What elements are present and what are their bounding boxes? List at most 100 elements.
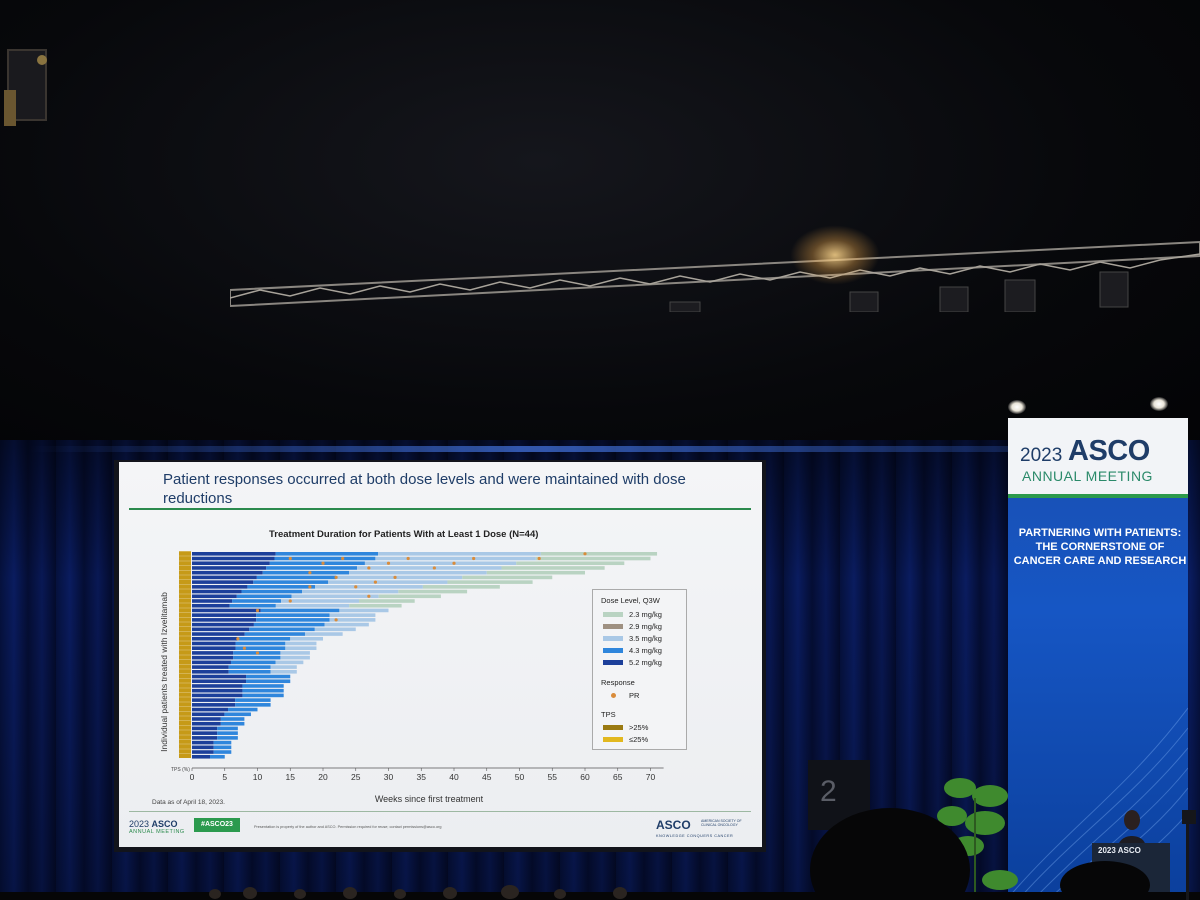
patient-bar-segment bbox=[213, 750, 232, 754]
banner-header bbox=[1008, 418, 1188, 494]
legend-label: 2.3 mg/kg bbox=[629, 610, 662, 619]
patient-bar-segment bbox=[192, 707, 229, 712]
patient-bar-segment bbox=[285, 641, 317, 646]
legend-item: 5.2 mg/kg bbox=[603, 658, 683, 667]
patient-bar-segment bbox=[270, 665, 297, 669]
pr-marker bbox=[367, 594, 371, 598]
legend-swatch bbox=[603, 612, 623, 617]
patient-bar-segment bbox=[192, 589, 242, 594]
patient-bar-segment bbox=[285, 646, 317, 650]
pr-marker bbox=[288, 556, 292, 561]
patient-bar-segment bbox=[230, 660, 276, 665]
patient-bar-segment bbox=[378, 594, 441, 599]
patient-bar-segment bbox=[242, 693, 284, 698]
podium-year: 2023 bbox=[1098, 846, 1116, 855]
footer-meeting: ANNUAL MEETING bbox=[129, 829, 185, 835]
patient-bar-segment bbox=[224, 712, 251, 717]
meeting-banner: 2023 ASCO ANNUAL MEETING PARTNERING WITH… bbox=[1008, 418, 1188, 900]
patient-bar-segment bbox=[256, 575, 337, 580]
patient-bar-segment bbox=[192, 636, 238, 641]
patient-bar-segment bbox=[246, 674, 291, 679]
pr-marker bbox=[321, 561, 325, 565]
patient-bar-segment bbox=[275, 603, 350, 608]
slide-title: Patient responses occurred at both dose … bbox=[163, 471, 686, 507]
patient-bar-segment bbox=[398, 589, 468, 594]
patient-bar-segment bbox=[375, 556, 536, 561]
patient-bar-segment bbox=[210, 754, 225, 759]
patient-bar-segment bbox=[364, 561, 517, 566]
patient-bar-segment bbox=[192, 608, 261, 613]
legend-dose-title: Dose Level, Q3W bbox=[601, 596, 660, 605]
patient-bar-segment bbox=[229, 603, 276, 608]
patient-bar-segment bbox=[256, 618, 330, 622]
x-tick-label: 60 bbox=[580, 772, 590, 782]
banner-asco-logo: ASCO bbox=[1068, 435, 1150, 467]
hashtag-badge: #ASCO23 bbox=[194, 818, 240, 832]
patient-bar-segment bbox=[357, 566, 502, 570]
x-tick-label: 0 bbox=[190, 772, 195, 782]
patient-bar-segment bbox=[192, 660, 231, 665]
patient-bar-segment bbox=[280, 655, 310, 660]
patient-bar-segment bbox=[232, 599, 282, 603]
legend-item: 3.5 mg/kg bbox=[603, 634, 683, 643]
patient-bar-segment bbox=[501, 566, 605, 570]
patient-bar-segment bbox=[192, 556, 275, 561]
legend-swatch bbox=[603, 636, 623, 641]
patient-bar-segment bbox=[247, 585, 316, 589]
legend-response-title: Response bbox=[601, 678, 635, 687]
patient-bar-segment bbox=[192, 552, 276, 556]
patient-bar-segment bbox=[192, 679, 247, 684]
hanging-light-rig bbox=[4, 49, 47, 126]
legend-item: 2.3 mg/kg bbox=[603, 610, 683, 619]
pr-marker bbox=[236, 637, 240, 641]
legend-label: 4.3 mg/kg bbox=[629, 646, 662, 655]
x-tick-label: 35 bbox=[417, 772, 427, 782]
patient-bar-segment bbox=[192, 632, 245, 636]
patient-bar-segment bbox=[192, 731, 218, 735]
legend-label: ≤25% bbox=[629, 735, 649, 744]
legend-label: PR bbox=[629, 691, 640, 700]
patient-bar-segment bbox=[253, 580, 329, 584]
pr-marker bbox=[367, 566, 371, 570]
patient-bar-segment bbox=[304, 632, 343, 636]
pr-marker bbox=[288, 599, 292, 603]
patient-bar-segment bbox=[236, 594, 292, 599]
x-tick-label: 65 bbox=[613, 772, 623, 782]
legend-tps-title: TPS bbox=[601, 710, 616, 719]
x-tick-label: 25 bbox=[351, 772, 361, 782]
patient-bar-segment bbox=[192, 665, 229, 669]
pr-marker-icon bbox=[611, 693, 616, 698]
patient-bar-segment bbox=[192, 603, 230, 608]
x-tick-label: 10 bbox=[253, 772, 263, 782]
legend-item: ≤25% bbox=[603, 735, 683, 744]
legend-item: 4.3 mg/kg bbox=[603, 646, 683, 655]
presentation-slide: Patient responses occurred at both dose … bbox=[119, 462, 762, 847]
legend-swatch bbox=[603, 725, 623, 730]
patient-bar-segment bbox=[217, 726, 238, 731]
pr-marker bbox=[242, 646, 246, 650]
pr-marker bbox=[406, 556, 410, 561]
patient-bar-segment bbox=[228, 665, 271, 669]
patient-bar-segment bbox=[228, 670, 271, 674]
patient-bar-segment bbox=[192, 736, 218, 740]
patient-bar-segment bbox=[274, 556, 376, 561]
patient-bar-segment bbox=[235, 698, 271, 702]
patient-bar-segment bbox=[290, 636, 323, 641]
patient-bar-segment bbox=[217, 736, 238, 740]
patient-bar-segment bbox=[192, 684, 243, 688]
patient-bar-segment bbox=[349, 570, 487, 575]
patient-bar-segment bbox=[192, 721, 221, 726]
patient-bar-segment bbox=[192, 594, 237, 599]
patient-bar-segment bbox=[192, 651, 234, 655]
x-axis-label: Weeks since first treatment bbox=[374, 794, 484, 804]
patient-bar-segment bbox=[260, 608, 340, 613]
x-tick-label: 45 bbox=[482, 772, 492, 782]
patient-bar-segment bbox=[324, 622, 369, 627]
patient-bar-segment bbox=[192, 712, 225, 717]
podium-org: ASCO bbox=[1117, 846, 1141, 855]
legend-label: 3.5 mg/kg bbox=[629, 634, 662, 643]
patient-bar-segment bbox=[269, 561, 365, 566]
tps-column bbox=[179, 551, 191, 758]
patient-bar-segment bbox=[192, 693, 243, 698]
lighting-truss bbox=[230, 240, 1200, 312]
